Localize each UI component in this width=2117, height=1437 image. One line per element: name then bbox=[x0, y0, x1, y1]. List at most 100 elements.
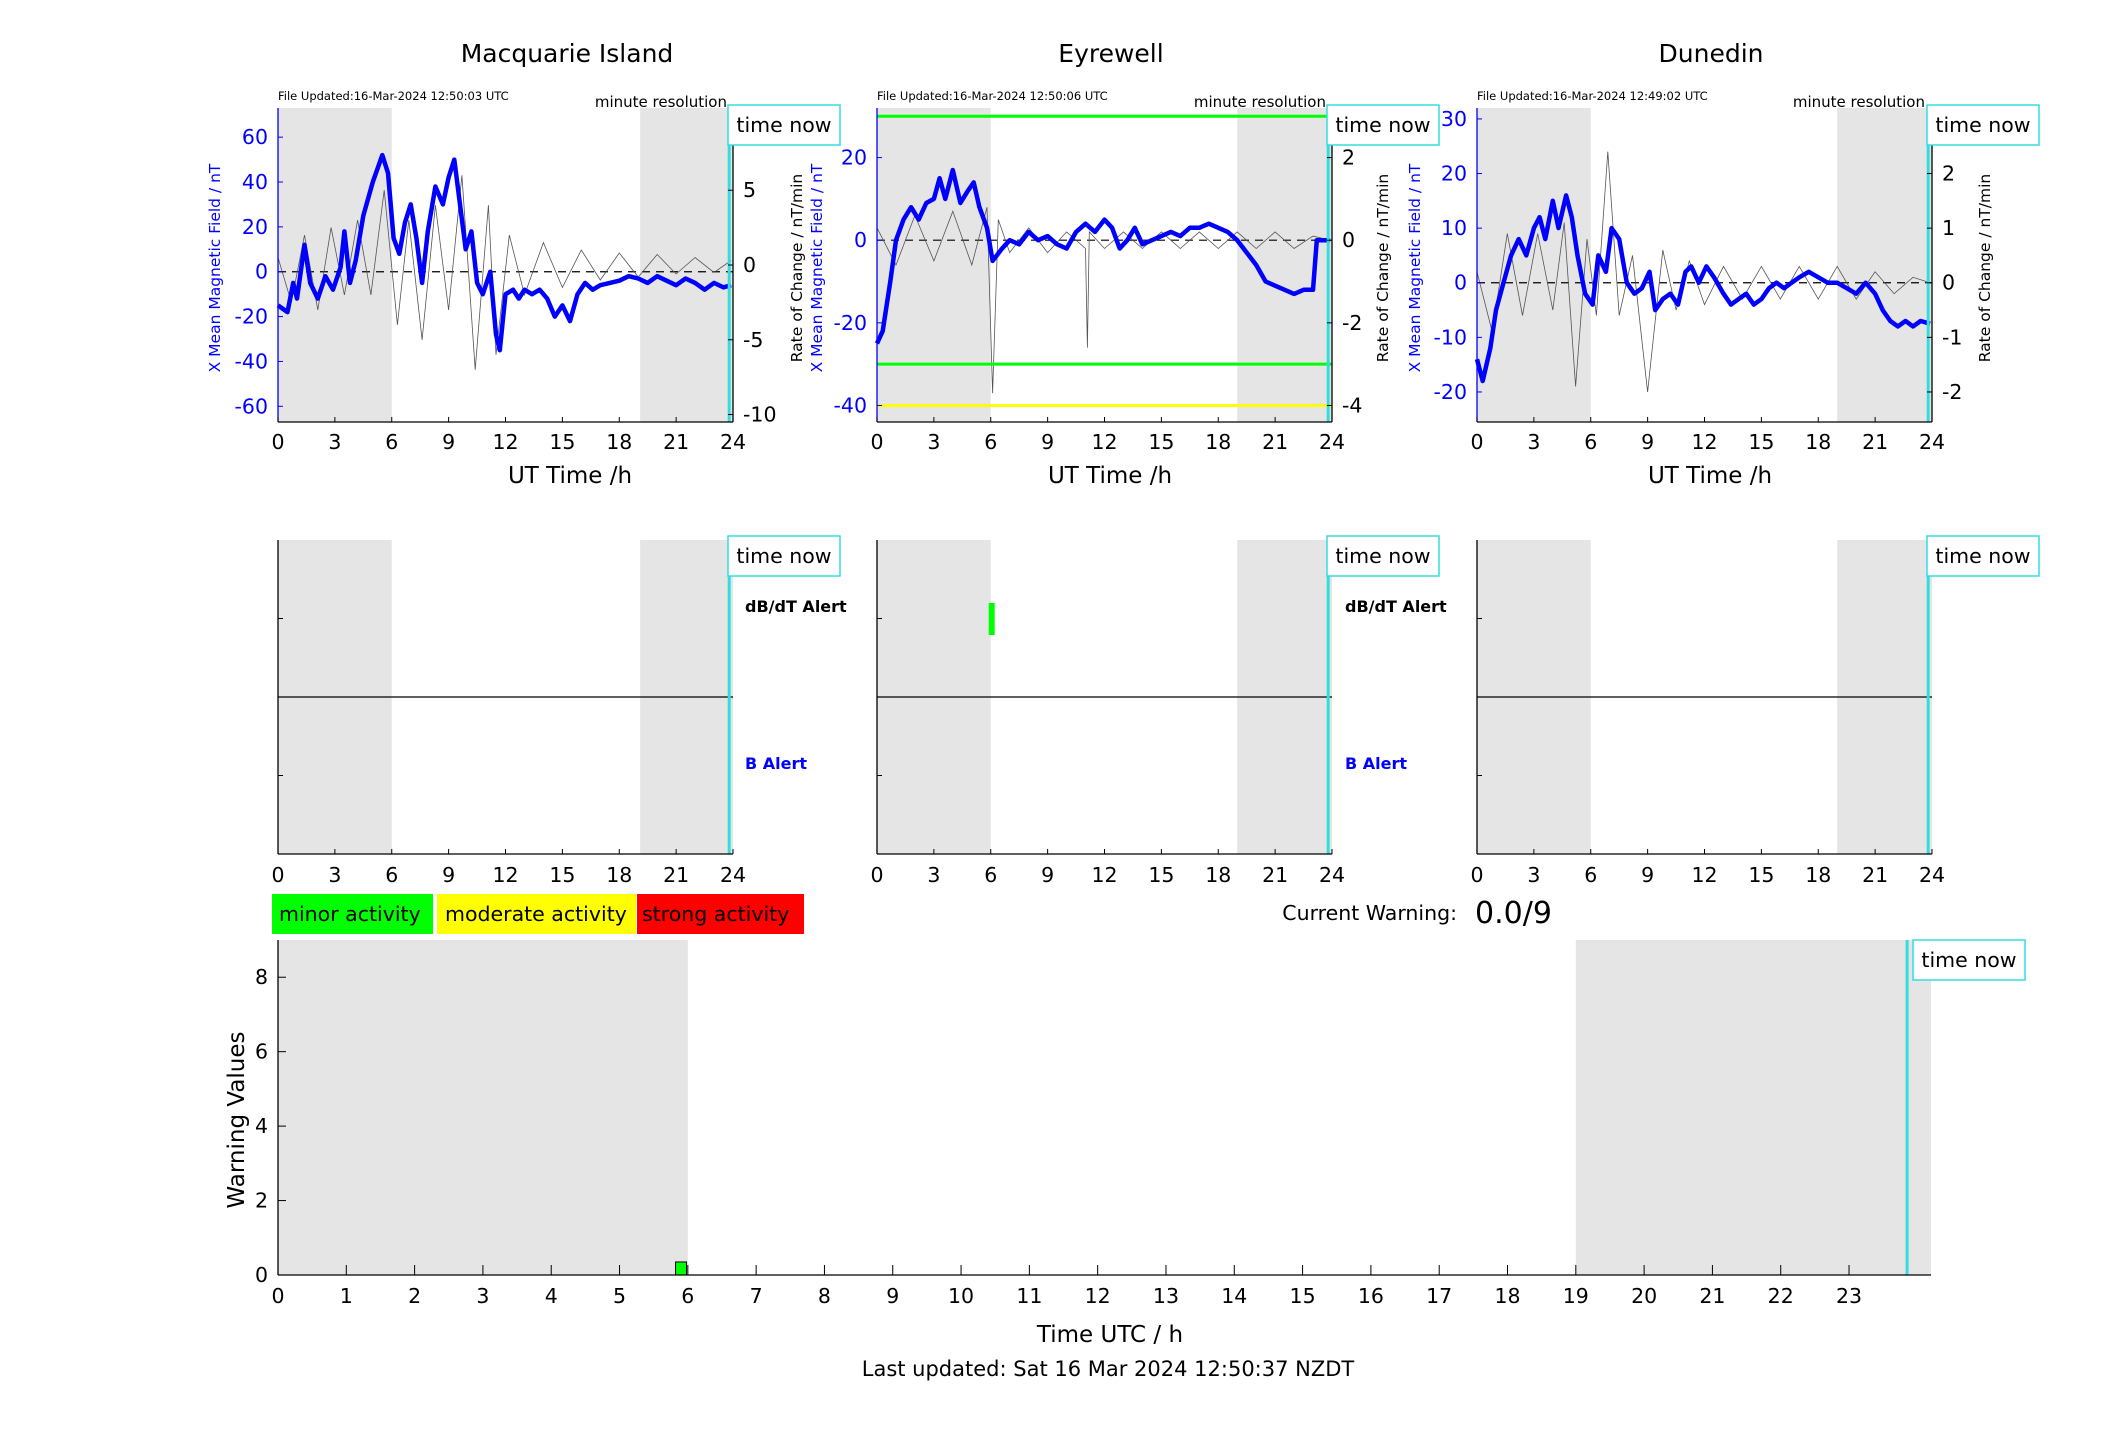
time-now-label: time now bbox=[736, 544, 831, 568]
x-tick-label: 1 bbox=[340, 1284, 353, 1308]
x-tick-label: 16 bbox=[1358, 1284, 1384, 1308]
x-tick-label: 6 bbox=[1584, 430, 1597, 454]
y2-tick-label: -2 bbox=[1942, 380, 1962, 404]
y-tick-label: 8 bbox=[255, 965, 268, 989]
dbdt-alert-mark-0 bbox=[988, 603, 995, 635]
x-tick-label: 3 bbox=[328, 863, 341, 887]
chart-title-dunedin: Dunedin bbox=[1659, 39, 1764, 68]
y2-axis-label-dunedin: Rate of Change / nT/min bbox=[1976, 174, 1994, 363]
x-tick-label: 21 bbox=[1862, 430, 1888, 454]
y-tick-label: -10 bbox=[1434, 325, 1467, 349]
warning-x-axis-label: Time UTC / h bbox=[1036, 1322, 1183, 1348]
x-tick-label: 18 bbox=[1205, 430, 1231, 454]
y2-axis-label-macquarie: Rate of Change / nT/min bbox=[788, 174, 806, 363]
night-shade-0 bbox=[278, 108, 392, 422]
x-tick-label: 15 bbox=[1748, 863, 1774, 887]
x-tick-label: 10 bbox=[948, 1284, 974, 1308]
minute-resolution-dunedin: minute resolution bbox=[1793, 93, 1925, 111]
y-tick-label: -40 bbox=[834, 393, 867, 417]
chart-title-eyrewell: Eyrewell bbox=[1058, 39, 1163, 68]
x-tick-label: 15 bbox=[1148, 863, 1174, 887]
x-tick-label: 22 bbox=[1768, 1284, 1794, 1308]
x-tick-label: 3 bbox=[476, 1284, 489, 1308]
y2-tick-label: 1 bbox=[1942, 216, 1955, 240]
x-tick-label: 5 bbox=[613, 1284, 626, 1308]
y-tick-label: -20 bbox=[235, 305, 268, 329]
x-tick-label: 3 bbox=[1527, 430, 1540, 454]
x-tick-label: 24 bbox=[720, 863, 746, 887]
y-tick-label: 2 bbox=[255, 1189, 268, 1213]
night-shade-1 bbox=[1237, 108, 1332, 422]
x-tick-label: 6 bbox=[984, 430, 997, 454]
x-tick-label: 12 bbox=[1091, 863, 1117, 887]
x-tick-label: 18 bbox=[1805, 863, 1831, 887]
x-tick-label: 13 bbox=[1153, 1284, 1179, 1308]
x-axis-label-dunedin: UT Time /h bbox=[1648, 463, 1772, 489]
x-tick-label: 15 bbox=[549, 430, 575, 454]
y-tick-label: -40 bbox=[235, 349, 268, 373]
dbdt-alert-label-macquarie: dB/dT Alert bbox=[745, 597, 847, 616]
x-tick-label: 12 bbox=[1691, 863, 1717, 887]
y2-tick-label: 0 bbox=[1342, 228, 1355, 252]
x-tick-label: 6 bbox=[385, 863, 398, 887]
x-tick-label: 24 bbox=[720, 430, 746, 454]
y-axis-label-macquarie: X Mean Magnetic Field / nT bbox=[206, 163, 224, 372]
field-series bbox=[874, 167, 1331, 345]
night-shade-0 bbox=[1477, 108, 1591, 422]
night-shade-0 bbox=[278, 940, 688, 1275]
x-tick-label: 3 bbox=[927, 430, 940, 454]
alert-chart-eyrewell: 0 3 6 9 12 15 18 21 24 time now bbox=[870, 535, 1440, 887]
legend-strong-swatch bbox=[637, 894, 804, 934]
time-now-label: time now bbox=[1335, 544, 1430, 568]
x-tick-label: 0 bbox=[271, 863, 284, 887]
x-tick-label: 7 bbox=[750, 1284, 763, 1308]
x-tick-label: 18 bbox=[1494, 1284, 1520, 1308]
last-updated-footer: Last updated: Sat 16 Mar 2024 12:50:37 N… bbox=[862, 1357, 1355, 1381]
x-tick-label: 6 bbox=[385, 430, 398, 454]
alert-chart-macquarie: 0 3 6 9 12 15 18 21 24 time now bbox=[271, 535, 841, 887]
x-tick-label: 3 bbox=[1527, 863, 1540, 887]
x-tick-label: 9 bbox=[886, 1284, 899, 1308]
x-tick-label: 20 bbox=[1631, 1284, 1657, 1308]
y-tick-label: 40 bbox=[242, 170, 268, 194]
x-tick-label: 12 bbox=[492, 430, 518, 454]
y2-tick-label: -2 bbox=[1342, 311, 1362, 335]
x-tick-label: 21 bbox=[1699, 1284, 1725, 1308]
x-tick-label: 18 bbox=[606, 430, 632, 454]
x-tick-label: 21 bbox=[1262, 863, 1288, 887]
x-tick-label: 9 bbox=[1641, 430, 1654, 454]
x-tick-label: 9 bbox=[1041, 430, 1054, 454]
y2-tick-label: 2 bbox=[1342, 146, 1355, 170]
x-tick-label: 24 bbox=[1319, 430, 1345, 454]
x-tick-label: 6 bbox=[681, 1284, 694, 1308]
x-tick-label: 24 bbox=[1919, 863, 1945, 887]
night-shade-1 bbox=[1575, 940, 1931, 1275]
time-now-label: time now bbox=[1335, 113, 1430, 137]
time-now-box bbox=[1326, 104, 1440, 146]
x-tick-label: 19 bbox=[1563, 1284, 1589, 1308]
y2-tick-label: -10 bbox=[743, 403, 776, 427]
field-series bbox=[1474, 193, 1931, 384]
field-chart-macquarie: 03691215182124-60-40-200204060-10-50510t… bbox=[235, 103, 841, 454]
y2-tick-label: -4 bbox=[1342, 393, 1362, 417]
time-now-box bbox=[727, 104, 841, 146]
time-now-box bbox=[1926, 535, 2040, 577]
x-tick-label: 9 bbox=[1041, 863, 1054, 887]
x-tick-label: 12 bbox=[1691, 430, 1717, 454]
x-tick-label: 0 bbox=[870, 863, 883, 887]
legend-minor-swatch bbox=[272, 894, 433, 934]
x-tick-label: 0 bbox=[271, 1284, 284, 1308]
x-tick-label: 12 bbox=[492, 863, 518, 887]
time-now-box bbox=[727, 535, 841, 577]
warning-y-axis-label: Warning Values bbox=[224, 1031, 250, 1208]
y-tick-label: 0 bbox=[1454, 271, 1467, 295]
x-tick-label: 9 bbox=[442, 430, 455, 454]
y-tick-label: 0 bbox=[255, 1263, 268, 1287]
y2-axis-label-eyrewell: Rate of Change / nT/min bbox=[1374, 174, 1392, 363]
x-tick-label: 21 bbox=[663, 430, 689, 454]
time-now-label: time now bbox=[736, 113, 831, 137]
x-tick-label: 21 bbox=[663, 863, 689, 887]
x-tick-label: 3 bbox=[328, 430, 341, 454]
legend-moderate-swatch bbox=[437, 894, 636, 934]
